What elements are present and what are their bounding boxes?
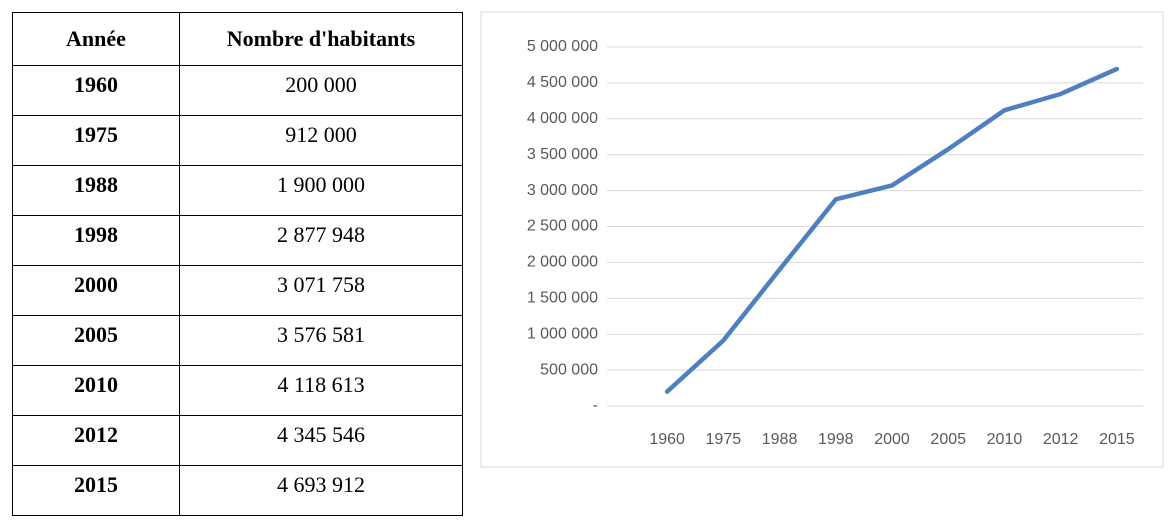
x-tick-label: 2010 (987, 431, 1023, 448)
header-row: Année Nombre d'habitants (12, 12, 463, 66)
data-line (664, 66, 1120, 394)
header-cell: Nombre d'habitants (179, 12, 463, 66)
chart-frame (480, 11, 1164, 468)
population-table: Année Nombre d'habitants 1960 200 000 1975… (12, 12, 463, 516)
y-tick-label: 1 500 000 (527, 290, 598, 307)
table-row: 1975 912 000 (12, 115, 463, 166)
x-tick-label: 1998 (818, 431, 854, 448)
table-row: 2000 3 071 758 (12, 265, 463, 316)
x-tick-label: 1988 (762, 431, 798, 448)
table-row: 2015 4 693 912 (12, 465, 463, 516)
table-row: 2005 3 576 581 (12, 315, 463, 366)
y-tick-label: 3 000 000 (527, 182, 598, 199)
y-tick-label: 2 500 000 (527, 218, 598, 235)
table-row: 1998 2 877 948 (12, 215, 463, 266)
table-body: 1960 200 000 1975 912 000 1988 1 900 000 1998 2… (12, 65, 463, 516)
y-tick-label: 4 500 000 (527, 74, 598, 91)
table-row: 2012 4 345 546 (12, 415, 463, 466)
x-tick-label: 2000 (874, 431, 910, 448)
y-tick-label: 500 000 (540, 361, 598, 378)
y-tick-label: 3 500 000 (527, 146, 598, 163)
y-tick-label: 4 000 000 (527, 110, 598, 127)
year-cell: 1960 (12, 65, 180, 116)
x-tick-label: 2015 (1099, 431, 1135, 448)
population-cell: 4 693 912 (179, 465, 463, 516)
population-cell: 4 345 546 (179, 415, 463, 466)
x-tick-label: 1975 (706, 431, 742, 448)
y-tick-label: 1 000 000 (527, 325, 598, 342)
y-tick-label: 2 000 000 (527, 254, 598, 271)
population-cell: 3 576 581 (179, 315, 463, 366)
population-cell: 912 000 (179, 115, 463, 166)
y-tick-label: - (593, 397, 598, 414)
x-tick-label: 2005 (930, 431, 966, 448)
population-cell: 2 877 948 (179, 215, 463, 266)
x-tick-label: 1960 (649, 431, 685, 448)
y-tick-label: 5 000 000 (527, 38, 598, 55)
year-cell: 2000 (12, 265, 180, 316)
year-cell: 2012 (12, 415, 180, 466)
x-tick-label: 2012 (1043, 431, 1079, 448)
table-row: 2010 4 118 613 (12, 365, 463, 416)
population-cell: 3 071 758 (179, 265, 463, 316)
header-cell: Année (12, 12, 180, 66)
